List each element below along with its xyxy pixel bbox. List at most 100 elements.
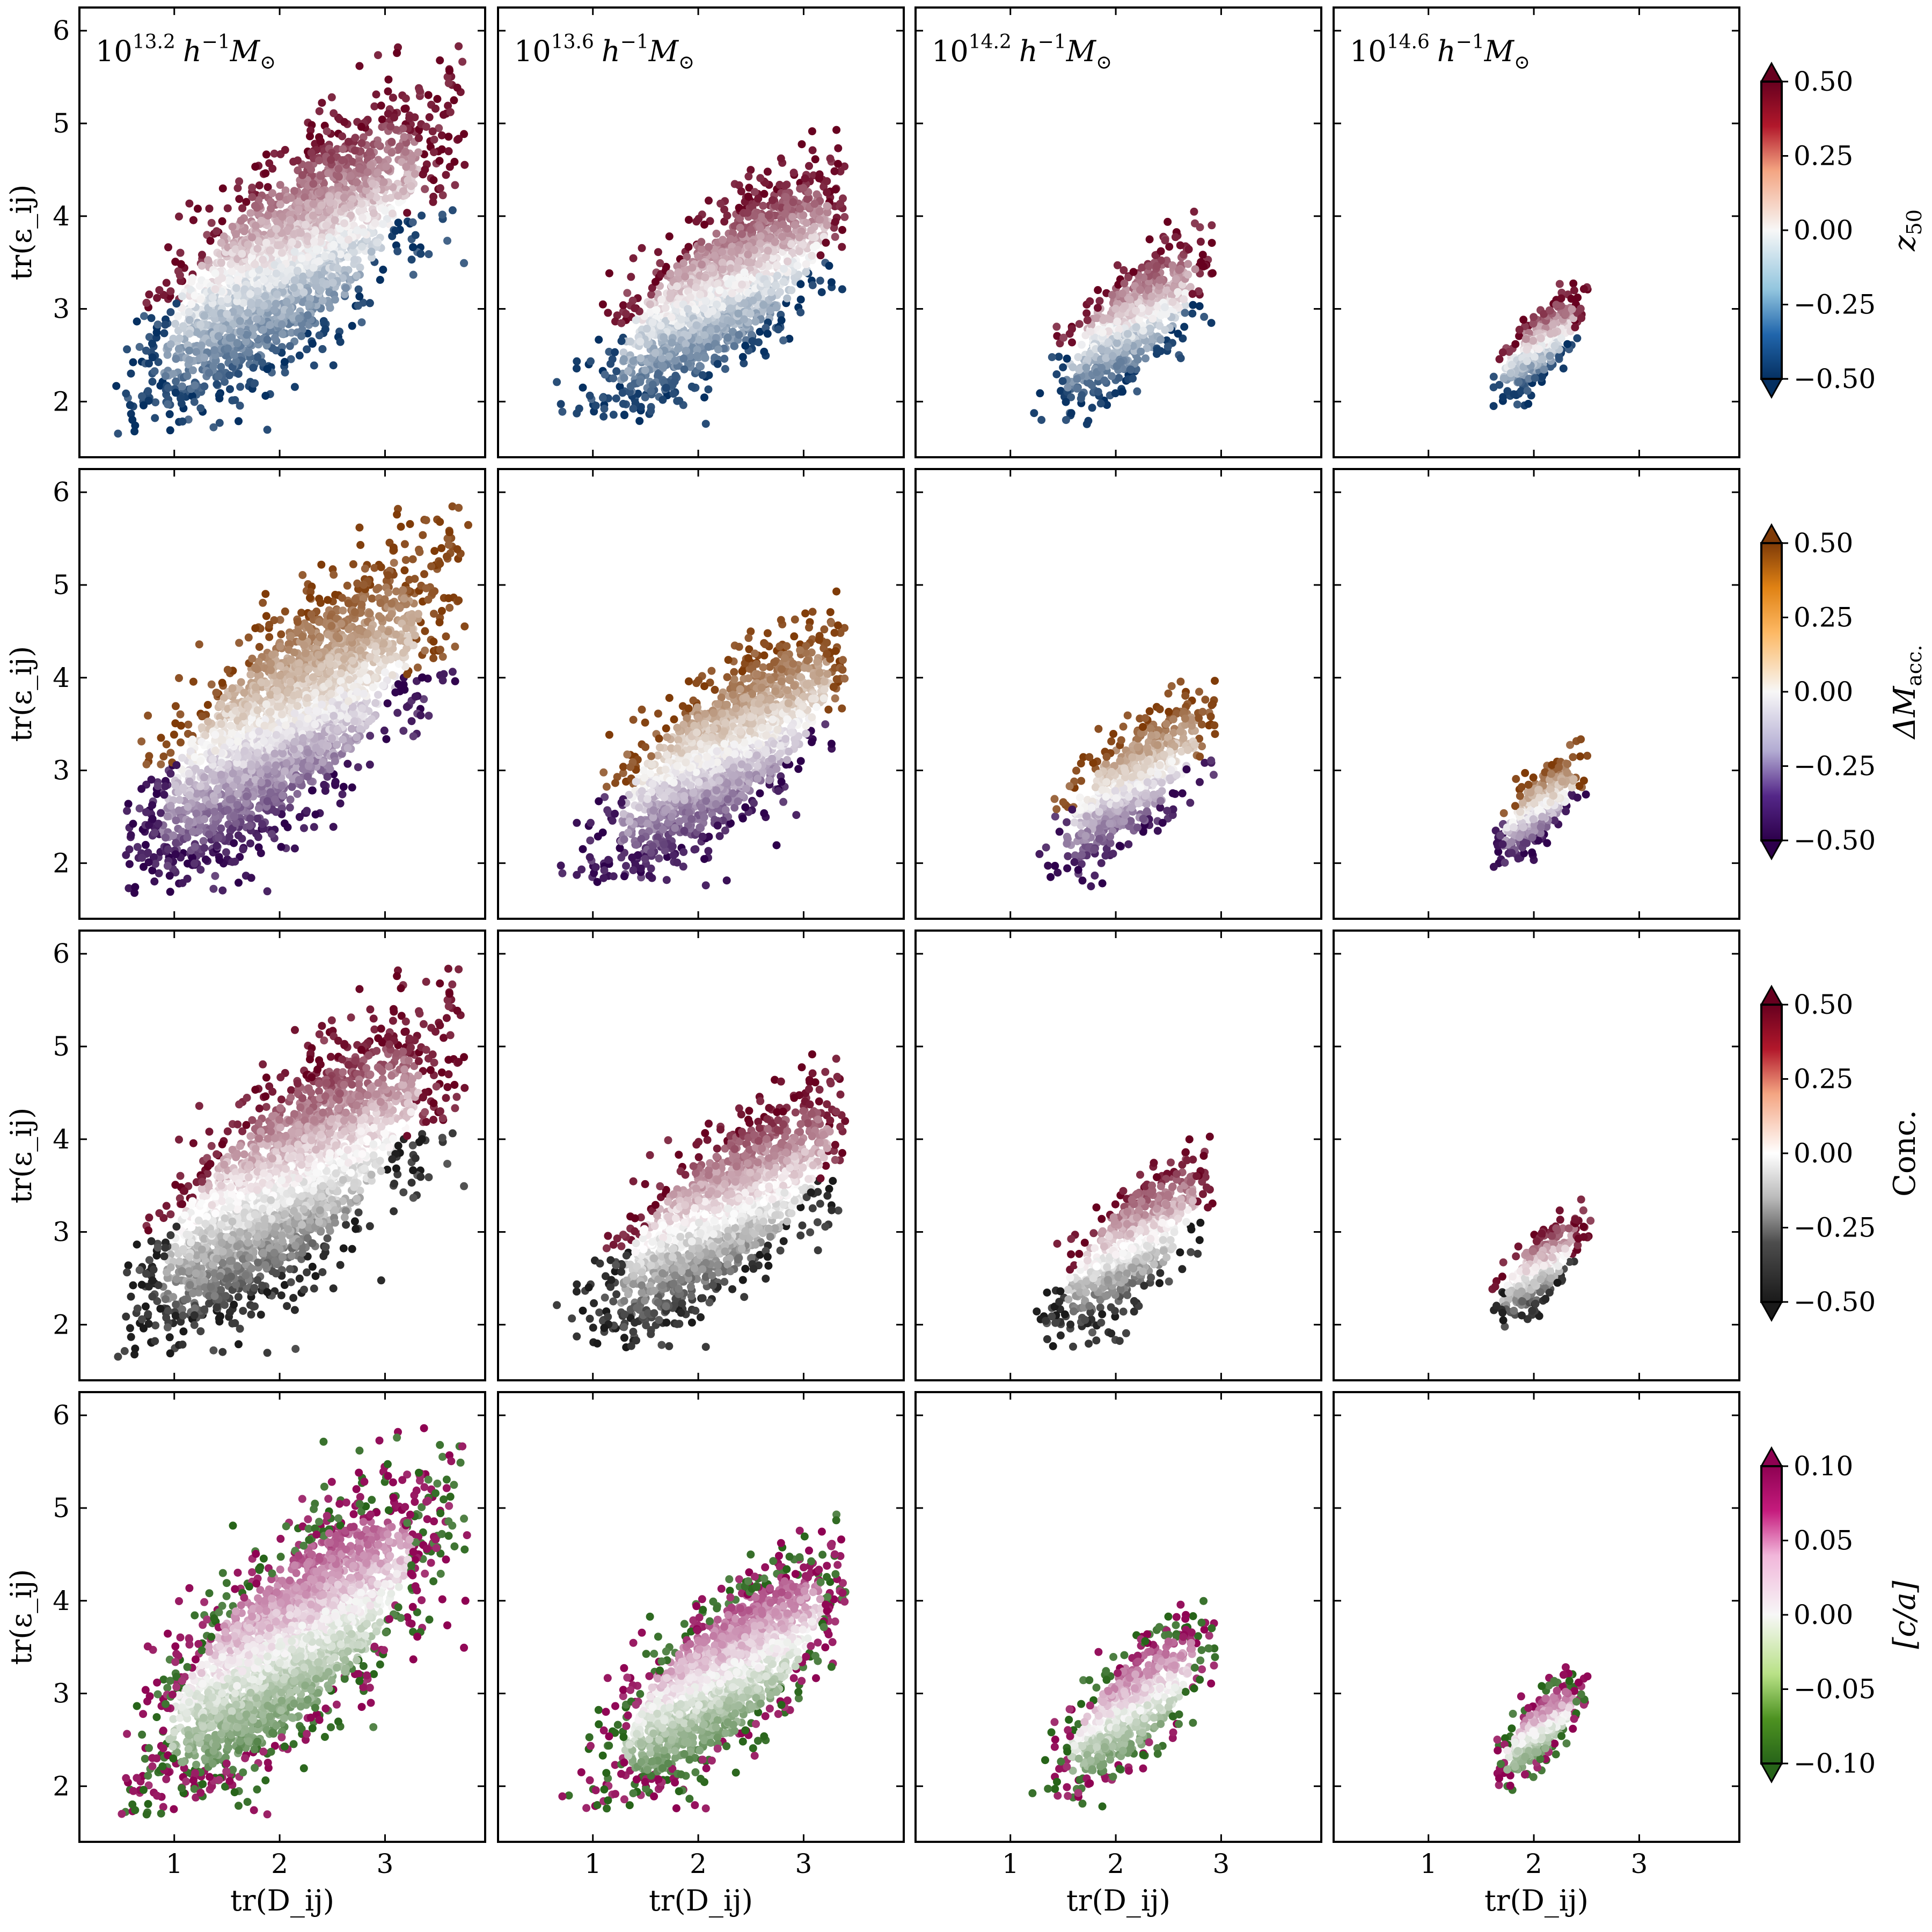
scatter-point (1082, 309, 1091, 318)
scatter-point (609, 374, 618, 383)
scatter-point (595, 335, 603, 344)
scatter-point (138, 392, 146, 400)
scatter-point (720, 205, 729, 214)
scatter-point (163, 350, 172, 359)
scatter-point (692, 321, 701, 330)
scatter-point (1078, 391, 1086, 399)
scatter-point (816, 276, 824, 285)
scatter-point (808, 146, 817, 155)
scatter-point (641, 366, 649, 375)
scatter-point (1115, 374, 1123, 382)
scatter-points (553, 126, 849, 428)
scatter-point (196, 404, 205, 413)
scatter-point (172, 355, 180, 363)
scatter-point (280, 357, 289, 366)
scatter-point (253, 315, 261, 324)
scatter-point (367, 247, 376, 256)
scatter-point (362, 186, 370, 194)
scatter-point (386, 122, 395, 131)
scatter-point (388, 209, 397, 218)
scatter-point (148, 339, 157, 348)
scatter-point (1569, 279, 1578, 288)
scatter-point (338, 156, 346, 164)
scatter-point (677, 315, 685, 324)
scatter-point (756, 174, 765, 182)
scatter-point (166, 308, 175, 317)
scatter-point (333, 264, 342, 273)
scatter-point (299, 272, 308, 281)
scatter-point (353, 178, 361, 187)
scatter-point (425, 113, 434, 121)
scatter-point (228, 223, 237, 231)
scatter-point (444, 133, 453, 141)
scatter-point (746, 310, 755, 318)
scatter-point (357, 318, 366, 327)
scatter-point (187, 277, 196, 286)
scatter-point (394, 198, 403, 207)
scatter-point (718, 259, 727, 267)
scatter-points (112, 42, 469, 438)
scatter-point (233, 276, 242, 284)
scatter-point (1189, 301, 1197, 309)
scatter-point (700, 304, 708, 313)
scatter-point (611, 348, 619, 356)
scatter-point (175, 271, 184, 280)
scatter-point (255, 181, 264, 189)
scatter-point (1161, 303, 1169, 311)
scatter-point (794, 270, 803, 279)
scatter-point (760, 347, 769, 356)
scatter-point (266, 246, 275, 255)
scatter-point (302, 221, 310, 229)
scatter-point (363, 168, 372, 177)
scatter-point (267, 229, 275, 238)
scatter-point (612, 367, 621, 376)
scatter-point (726, 304, 735, 313)
scatter-point (384, 109, 392, 118)
scatter-point (679, 259, 688, 267)
scatter-point (348, 247, 357, 256)
scatter-point (1093, 314, 1101, 323)
scatter-point (316, 188, 324, 196)
scatter-point (1062, 398, 1070, 406)
scatter-point (810, 200, 819, 208)
scatter-point (270, 305, 279, 314)
scatter-point (693, 352, 701, 360)
scatter-point (1067, 393, 1075, 401)
scatter-point (1148, 314, 1157, 323)
scatter-point (679, 354, 688, 363)
scatter-point (698, 371, 707, 379)
scatter-point (407, 182, 415, 191)
scatter-point (617, 319, 626, 327)
scatter-point (384, 87, 392, 96)
scatter-point (629, 357, 638, 365)
scatter-point (166, 426, 174, 435)
scatter-point (357, 139, 366, 148)
scatter-point (757, 213, 766, 221)
scatter-point (1171, 233, 1180, 241)
scatter-point (832, 126, 841, 134)
scatter-point (631, 304, 639, 312)
scatter-point (400, 133, 408, 141)
scatter-point (816, 215, 824, 224)
scatter-point (755, 338, 763, 347)
scatter-point (781, 181, 789, 190)
scatter-point (444, 101, 452, 110)
scatter-point (377, 101, 385, 110)
scatter-point (226, 385, 234, 393)
scatter-point (784, 257, 792, 266)
scatter-point (1136, 286, 1144, 294)
scatter-point (813, 190, 821, 199)
scatter-point (771, 238, 779, 246)
scatter-point (152, 328, 161, 337)
scatter-point (1162, 257, 1171, 265)
scatter-point (185, 316, 194, 324)
scatter-point (217, 363, 225, 371)
scatter-point (764, 211, 773, 220)
scatter-point (1119, 266, 1128, 274)
scatter-point (224, 344, 232, 353)
scatter-point (658, 354, 666, 362)
scatter-point (1153, 262, 1161, 270)
scatter-point (223, 310, 231, 318)
scatter-point (688, 264, 697, 272)
scatter-point (144, 387, 152, 396)
